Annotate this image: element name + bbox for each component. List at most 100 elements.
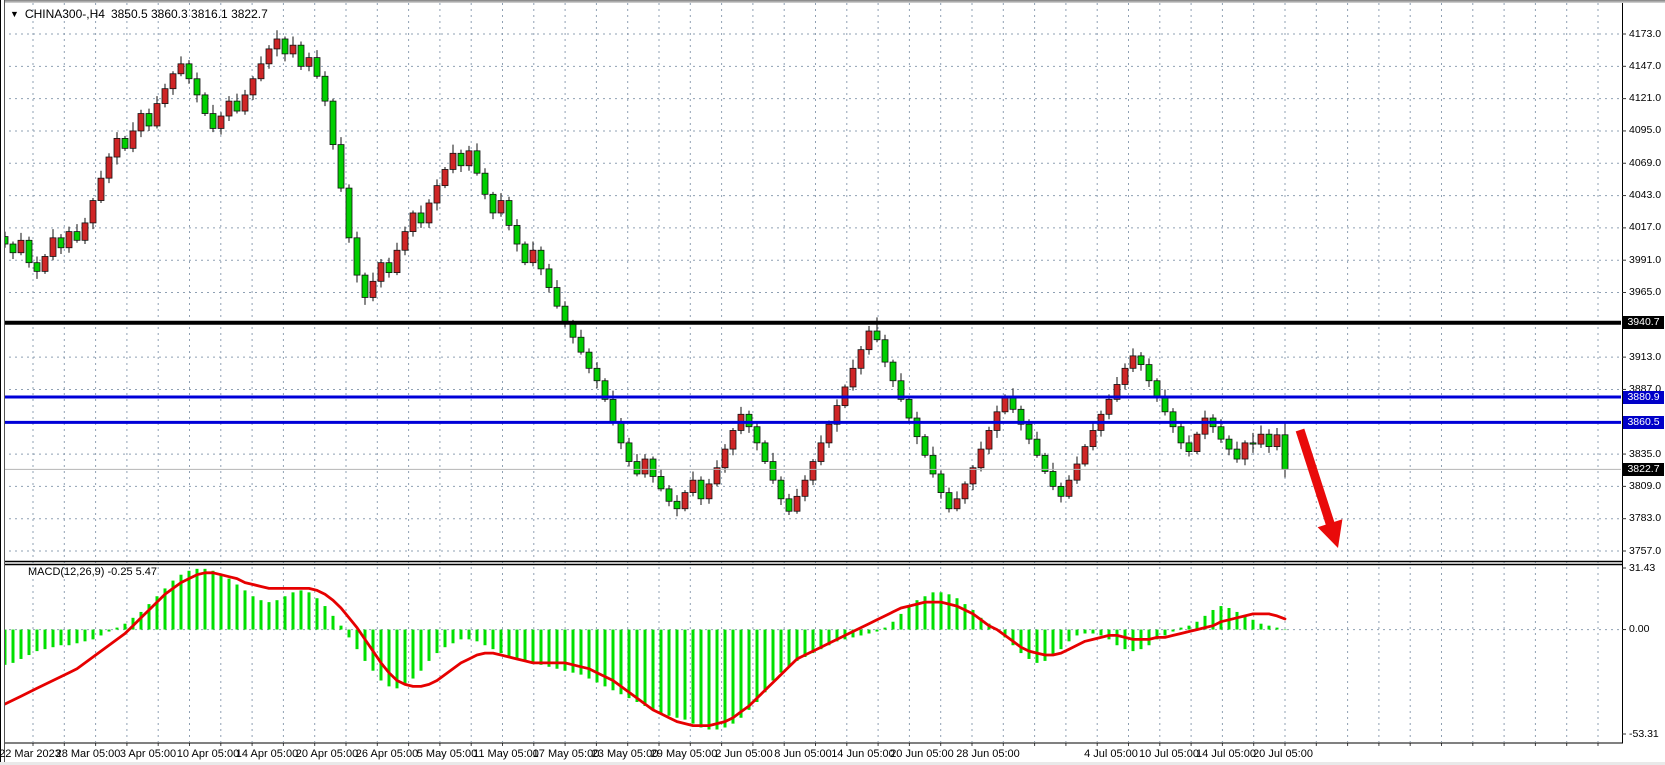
time-axis-label: 17 May 05:00	[532, 748, 600, 760]
candle-bearish	[1017, 408, 1025, 425]
candle-bullish	[689, 479, 697, 493]
candle-bearish	[313, 57, 321, 77]
candle-bearish	[297, 44, 305, 67]
candle-bearish	[553, 287, 561, 307]
candle-bullish	[393, 249, 401, 274]
candle-bullish	[305, 57, 313, 67]
candle-bullish	[713, 467, 721, 485]
candle-bearish	[1153, 380, 1161, 398]
candle-bullish	[49, 237, 57, 257]
candle-bearish	[1281, 434, 1289, 470]
time-axis-label: 14 Jun 05:00	[831, 748, 895, 760]
candle-bullish	[433, 185, 441, 204]
candle-bearish	[625, 442, 633, 462]
candle-bearish	[1049, 471, 1057, 487]
candle-bullish	[833, 405, 841, 425]
candle-bullish	[953, 498, 961, 510]
time-axis-label: 23 May 05:00	[591, 748, 659, 760]
price-axis-label: 4173.0	[1629, 27, 1662, 40]
candle-bullish	[825, 423, 833, 444]
candle-bullish	[1065, 479, 1073, 497]
candle-bullish	[729, 430, 737, 450]
candle-bullish	[169, 73, 177, 90]
candle-bearish	[1233, 448, 1241, 460]
time-axis-label: 20 Jun 05:00	[890, 748, 954, 760]
candle-bearish	[385, 262, 393, 274]
candle-bullish	[113, 137, 121, 158]
candle-bearish	[945, 492, 953, 510]
candle-bearish	[417, 212, 425, 224]
candle-bullish	[1241, 442, 1249, 460]
candle-bullish	[41, 256, 49, 272]
candle-bearish	[585, 351, 593, 369]
down-arrow-annotation-shaft[interactable]	[1295, 428, 1337, 531]
price-level-badge: 3880.9	[1623, 390, 1664, 404]
candle-bearish	[361, 274, 369, 298]
candle-bullish	[1193, 433, 1201, 452]
candle-bearish	[697, 479, 705, 500]
candle-bearish	[25, 239, 33, 264]
candle-bullish	[1257, 433, 1265, 445]
candle-bullish	[409, 212, 417, 233]
candle-bullish	[265, 48, 273, 65]
candle-bullish	[1001, 396, 1009, 413]
candle-bearish	[1177, 426, 1185, 444]
price-axis-label: 3965.0	[1629, 286, 1662, 298]
candle-bearish	[353, 237, 361, 276]
candle-bullish	[449, 152, 457, 170]
price-axis-label: 3757.0	[1629, 544, 1662, 557]
candle-bullish	[137, 113, 145, 132]
candle-bullish	[849, 367, 857, 388]
candle-bearish	[921, 436, 929, 456]
candle-bearish	[913, 417, 921, 438]
candle-bullish	[425, 202, 433, 224]
window-left-border	[0, 0, 5, 765]
candle-bearish	[561, 305, 569, 323]
candle-bearish	[329, 100, 337, 146]
down-arrow-annotation-head[interactable]	[1317, 519, 1343, 548]
macd-name: MACD(12,26,9)	[28, 566, 105, 578]
macd-signal-line	[3, 571, 1287, 727]
candle-bearish	[929, 454, 937, 475]
candle-bullish	[793, 495, 801, 512]
candle-bearish	[593, 367, 601, 382]
time-axis-label: 10 Jul 05:00	[1139, 748, 1199, 760]
time-axis-label: 28 Mar 05:00	[55, 748, 121, 760]
candle-bearish	[473, 150, 481, 174]
candle-bearish	[633, 461, 641, 475]
time-axis-label: 14 Jul 05:00	[1196, 748, 1256, 760]
time-axis-label: 11 May 05:00	[473, 748, 539, 760]
candle-bearish	[1185, 442, 1193, 452]
candle-bearish	[745, 413, 753, 428]
price-axis-label: 3887.0	[1629, 382, 1662, 395]
candle-bearish	[1057, 485, 1065, 497]
symbol-dropdown-icon[interactable]: ▼	[10, 9, 19, 19]
price-level-badge: 3860.5	[1623, 415, 1664, 429]
candle-bullish	[1121, 367, 1129, 385]
candle-bullish	[65, 231, 73, 249]
candle-bullish	[1073, 463, 1081, 481]
candle-bearish	[73, 231, 81, 241]
candle-bullish	[241, 94, 249, 112]
time-axis-label: 5 May 05:00	[416, 748, 478, 760]
time-axis-label: 20 Jul 05:00	[1253, 748, 1313, 760]
candle-bearish	[281, 38, 289, 55]
chart-title-bar: ▼ CHINA300-,H4 3850.5 3860.3 3816.1 3822…	[10, 7, 268, 21]
time-axis-label: 28 Jun 05:00	[956, 748, 1020, 760]
time-axis-label: 8 Jun 05:00	[774, 748, 832, 760]
candle-bearish	[9, 243, 17, 254]
price-axis-label: 3913.0	[1629, 350, 1662, 363]
candle-bearish	[1137, 355, 1145, 365]
price-axis-label: 4095.0	[1629, 124, 1662, 137]
candle-bullish	[641, 458, 649, 475]
candle-bullish	[161, 88, 169, 104]
candle-bullish	[961, 483, 969, 500]
candle-bullish	[1113, 384, 1121, 400]
candle-bullish	[969, 467, 977, 485]
time-axis-label: 4 Jul 05:00	[1084, 748, 1138, 760]
candle-bullish	[441, 169, 449, 187]
candle-bearish	[753, 426, 761, 444]
candle-bearish	[521, 243, 529, 264]
candle-bearish	[1033, 438, 1041, 456]
